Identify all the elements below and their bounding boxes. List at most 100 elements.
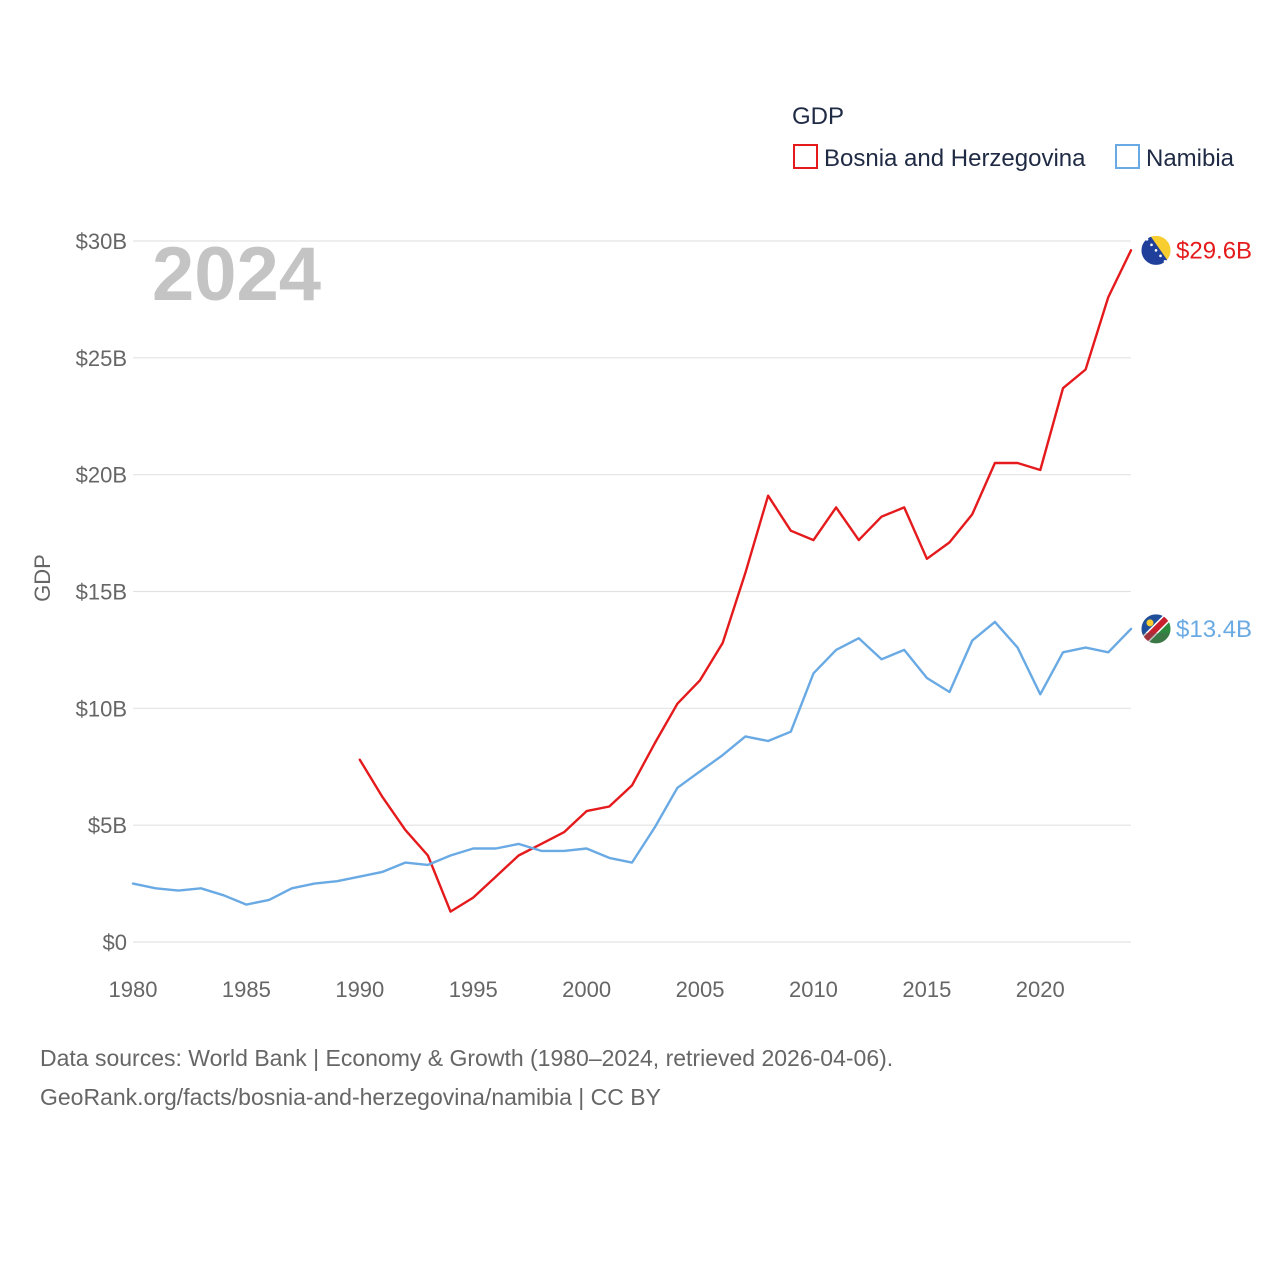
data-point[interactable] [267, 897, 272, 902]
data-point[interactable] [1129, 248, 1134, 253]
data-point[interactable] [584, 809, 589, 814]
data-point[interactable] [675, 785, 680, 790]
data-point[interactable] [176, 888, 181, 893]
data-point[interactable] [425, 853, 430, 858]
data-point[interactable] [1060, 650, 1065, 655]
data-point[interactable] [516, 853, 521, 858]
data-point[interactable] [561, 830, 566, 835]
x-axis-ticks: 1980 1985 1990 1995 2000 2005 2010 2015 2020 [109, 977, 1065, 1002]
legend-title: GDP [792, 103, 844, 130]
data-point[interactable] [403, 860, 408, 865]
data-point[interactable] [743, 570, 748, 575]
year-watermark: 2024 [152, 232, 321, 317]
legend-swatch-namibia [1115, 144, 1140, 169]
data-point[interactable] [1129, 626, 1134, 631]
endpoint-layer: $29.6B $13.4B [1140, 234, 1252, 645]
data-point[interactable] [289, 886, 294, 891]
data-point[interactable] [380, 869, 385, 874]
data-point[interactable] [947, 540, 952, 545]
data-point[interactable] [902, 647, 907, 652]
legend-swatch-bosnia [793, 144, 818, 169]
y-tick-label: $30B [76, 229, 127, 254]
data-point[interactable] [357, 874, 362, 879]
data-point[interactable] [630, 860, 635, 865]
data-point[interactable] [153, 886, 158, 891]
data-point[interactable] [1060, 386, 1065, 391]
data-point[interactable] [539, 841, 544, 846]
data-point[interactable] [1015, 460, 1020, 465]
data-point[interactable] [788, 729, 793, 734]
data-point[interactable] [1106, 295, 1111, 300]
x-tick-label: 1985 [222, 977, 271, 1002]
data-point[interactable] [766, 739, 771, 744]
legend-item-bosnia[interactable]: Bosnia and Herzegovina [793, 144, 1086, 172]
data-point[interactable] [834, 647, 839, 652]
data-point[interactable] [131, 881, 136, 886]
data-point[interactable] [947, 689, 952, 694]
data-point[interactable] [720, 753, 725, 758]
data-point[interactable] [811, 538, 816, 543]
data-point[interactable] [879, 657, 884, 662]
data-point[interactable] [448, 853, 453, 858]
data-point[interactable] [516, 841, 521, 846]
data-point[interactable] [335, 879, 340, 884]
data-point[interactable] [856, 636, 861, 641]
data-point[interactable] [471, 846, 476, 851]
data-point[interactable] [403, 827, 408, 832]
data-point[interactable] [561, 848, 566, 853]
data-point[interactable] [992, 619, 997, 624]
data-point[interactable] [743, 734, 748, 739]
data-point[interactable] [471, 895, 476, 900]
legend-item-namibia[interactable]: Namibia [1115, 144, 1235, 172]
data-point[interactable] [493, 846, 498, 851]
data-point[interactable] [698, 678, 703, 683]
data-point[interactable] [380, 795, 385, 800]
data-point[interactable] [1083, 645, 1088, 650]
data-point[interactable] [1106, 650, 1111, 655]
data-point[interactable] [1015, 645, 1020, 650]
data-point[interactable] [970, 638, 975, 643]
data-point[interactable] [652, 741, 657, 746]
data-point[interactable] [856, 538, 861, 543]
data-point[interactable] [357, 757, 362, 762]
data-point[interactable] [902, 505, 907, 510]
data-point[interactable] [607, 804, 612, 809]
data-point[interactable] [1083, 367, 1088, 372]
x-tick-label: 2015 [902, 977, 951, 1002]
x-tick-label: 1980 [109, 977, 158, 1002]
data-point[interactable] [199, 886, 204, 891]
data-point[interactable] [630, 783, 635, 788]
data-point[interactable] [425, 862, 430, 867]
legend-label-namibia: Namibia [1146, 145, 1235, 172]
data-point[interactable] [312, 881, 317, 886]
data-point[interactable] [720, 640, 725, 645]
data-point[interactable] [493, 874, 498, 879]
x-tick-label: 1990 [335, 977, 384, 1002]
data-point[interactable] [992, 460, 997, 465]
data-point[interactable] [1038, 467, 1043, 472]
data-point[interactable] [221, 893, 226, 898]
data-point[interactable] [970, 512, 975, 517]
data-point[interactable] [924, 675, 929, 680]
series-line-namibia[interactable] [131, 620, 1133, 906]
series-line-bosnia[interactable] [358, 249, 1133, 913]
data-point[interactable] [584, 846, 589, 851]
data-point[interactable] [834, 505, 839, 510]
x-tick-label: 2005 [676, 977, 725, 1002]
data-point[interactable] [244, 902, 249, 907]
data-point[interactable] [879, 514, 884, 519]
data-point[interactable] [766, 493, 771, 498]
data-point[interactable] [698, 769, 703, 774]
data-point[interactable] [924, 556, 929, 561]
data-point[interactable] [1038, 692, 1043, 697]
data-point[interactable] [607, 855, 612, 860]
data-point[interactable] [811, 671, 816, 676]
data-point[interactable] [539, 848, 544, 853]
data-point[interactable] [788, 528, 793, 533]
legend: GDP Bosnia and Herzegovina Namibia [792, 103, 1235, 172]
data-point[interactable] [675, 701, 680, 706]
data-point[interactable] [652, 825, 657, 830]
data-point[interactable] [448, 909, 453, 914]
legend-label-bosnia: Bosnia and Herzegovina [824, 145, 1086, 172]
grid-layer [133, 240, 1131, 943]
